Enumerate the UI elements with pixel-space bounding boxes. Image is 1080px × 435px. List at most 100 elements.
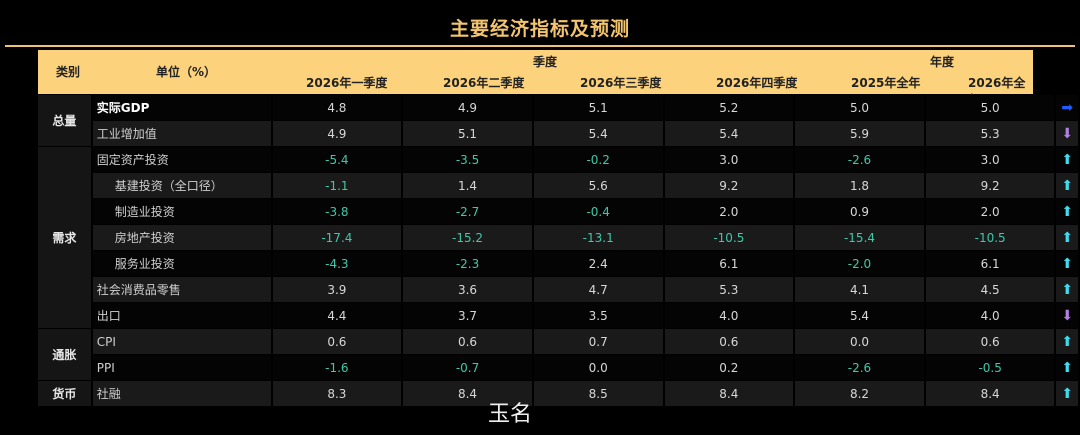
value-cell: 8.3: [272, 381, 402, 406]
value-cell: 5.9: [795, 121, 924, 146]
row-label: 房地产投资: [92, 225, 271, 250]
category-cell: 需求: [38, 147, 91, 328]
arrow-up-icon: ⬆: [1056, 225, 1078, 250]
value-cell: 5.0: [795, 95, 924, 120]
value-cell: 4.5: [925, 277, 1055, 302]
table-row: 工业增加值 4.9 5.1 5.4 5.4 5.9 5.3 ⬇: [38, 121, 1078, 146]
value-cell: 8.5: [533, 381, 663, 406]
category-cell: 通胀: [38, 329, 91, 380]
value-cell: 9.2: [925, 173, 1055, 198]
value-cell: 4.8: [272, 95, 402, 120]
value-cell: 5.3: [664, 277, 794, 302]
value-cell: 3.0: [664, 147, 794, 172]
arrow-up-icon: ⬆: [1056, 147, 1078, 172]
value-cell: 4.4: [272, 303, 402, 328]
value-cell: 5.3: [925, 121, 1055, 146]
value-cell: 8.4: [664, 381, 794, 406]
value-cell: 8.2: [795, 381, 924, 406]
header-unit: 单位（%）: [156, 65, 217, 79]
row-label: 工业增加值: [92, 121, 271, 146]
header-quarter-group: 季度: [533, 55, 558, 69]
category-cell: 货币: [38, 381, 91, 406]
value-cell: -1.6: [272, 355, 402, 380]
table-row: PPI -1.6 -0.7 0.0 0.2 -2.6 -0.5 ⬆: [38, 355, 1078, 380]
value-cell: -13.1: [533, 225, 663, 250]
header-col: 2026年二季度: [443, 76, 525, 90]
value-cell: 2.0: [925, 199, 1055, 224]
value-cell: 5.1: [533, 95, 663, 120]
row-label: 社会消费品零售: [92, 277, 271, 302]
table-header: 类别 单位（%） 季度 年度 2026年一季度 2026年二季度 2026年三季…: [38, 50, 1033, 107]
value-cell: 0.6: [272, 329, 402, 354]
value-cell: 0.6: [664, 329, 794, 354]
arrow-up-icon: ⬆: [1056, 329, 1078, 354]
table-row: 出口 4.4 3.7 3.5 4.0 5.4 4.0 ⬇: [38, 303, 1078, 328]
value-cell: -10.5: [925, 225, 1055, 250]
value-cell: -17.4: [272, 225, 402, 250]
arrow-down-icon: ⬇: [1056, 121, 1078, 146]
value-cell: 6.1: [925, 251, 1055, 276]
header-col: 2026年三季度: [580, 76, 662, 90]
header-year-group: 年度: [930, 55, 955, 69]
value-cell: 0.0: [533, 355, 663, 380]
page-title: 主要经济指标及预测: [449, 18, 630, 40]
value-cell: -0.5: [925, 355, 1055, 380]
table-row: 房地产投资 -17.4 -15.2 -13.1 -10.5 -15.4 -10.5 ⬆: [38, 225, 1078, 250]
row-label: 服务业投资: [92, 251, 271, 276]
value-cell: 5.4: [664, 121, 794, 146]
value-cell: 2.4: [533, 251, 663, 276]
value-cell: 5.4: [533, 121, 663, 146]
table-row: 货币 社融 8.3 8.4 8.5 8.4 8.2 8.4 ⬆: [38, 381, 1078, 406]
row-label: 出口: [92, 303, 271, 328]
table-row: 基建投资（全口径） -1.1 1.4 5.6 9.2 1.8 9.2 ⬆: [38, 173, 1078, 198]
value-cell: -15.2: [403, 225, 532, 250]
table-row: 服务业投资 -4.3 -2.3 2.4 6.1 -2.0 6.1 ⬆: [38, 251, 1078, 276]
value-cell: 5.4: [795, 303, 924, 328]
arrow-up-icon: ⬆: [1056, 277, 1078, 302]
arrow-right-icon: ➡: [1056, 95, 1078, 120]
value-cell: 3.6: [403, 277, 532, 302]
value-cell: 0.9: [795, 199, 924, 224]
indicator-table: 总量 实际GDP 4.8 4.9 5.1 5.2 5.0 5.0 ➡ 工业增加值 4.9 5.1 5.4…: [36, 94, 1080, 407]
value-cell: 5.1: [403, 121, 532, 146]
value-cell: -2.0: [795, 251, 924, 276]
arrow-up-icon: ⬆: [1056, 199, 1078, 224]
value-cell: -2.6: [795, 355, 924, 380]
value-cell: -0.4: [533, 199, 663, 224]
table-row: 社会消费品零售 3.9 3.6 4.7 5.3 4.1 4.5 ⬆: [38, 277, 1078, 302]
value-cell: 5.6: [533, 173, 663, 198]
row-label: 基建投资（全口径）: [92, 173, 271, 198]
row-label: 社融: [92, 381, 271, 406]
value-cell: -10.5: [664, 225, 794, 250]
value-cell: 0.6: [925, 329, 1055, 354]
category-cell: 总量: [38, 95, 91, 146]
value-cell: 0.7: [533, 329, 663, 354]
row-label: PPI: [92, 355, 271, 380]
value-cell: -1.1: [272, 173, 402, 198]
value-cell: -0.2: [533, 147, 663, 172]
value-cell: 3.0: [925, 147, 1055, 172]
value-cell: 1.4: [403, 173, 532, 198]
value-cell: -2.6: [795, 147, 924, 172]
arrow-up-icon: ⬆: [1056, 173, 1078, 198]
value-cell: 6.1: [664, 251, 794, 276]
value-cell: 4.0: [664, 303, 794, 328]
header-col: 2026年四季度: [716, 76, 798, 90]
value-cell: -3.5: [403, 147, 532, 172]
value-cell: 0.6: [403, 329, 532, 354]
value-cell: 3.5: [533, 303, 663, 328]
value-cell: 4.9: [272, 121, 402, 146]
value-cell: -5.4: [272, 147, 402, 172]
value-cell: 9.2: [664, 173, 794, 198]
value-cell: 5.2: [664, 95, 794, 120]
table-row: 总量 实际GDP 4.8 4.9 5.1 5.2 5.0 5.0 ➡: [38, 95, 1078, 146]
value-cell: 1.8: [795, 173, 924, 198]
value-cell: 0.2: [664, 355, 794, 380]
row-label: 实际GDP: [92, 95, 271, 120]
table-row: 需求 固定资产投资 -5.4 -3.5 -0.2 3.0 -2.6 3.0 ⬆: [38, 147, 1078, 328]
value-cell: 8.4: [925, 381, 1055, 406]
value-cell: -0.7: [403, 355, 532, 380]
value-cell: 2.0: [664, 199, 794, 224]
arrow-up-icon: ⬆: [1056, 251, 1078, 276]
watermark: 玉名: [488, 402, 533, 427]
